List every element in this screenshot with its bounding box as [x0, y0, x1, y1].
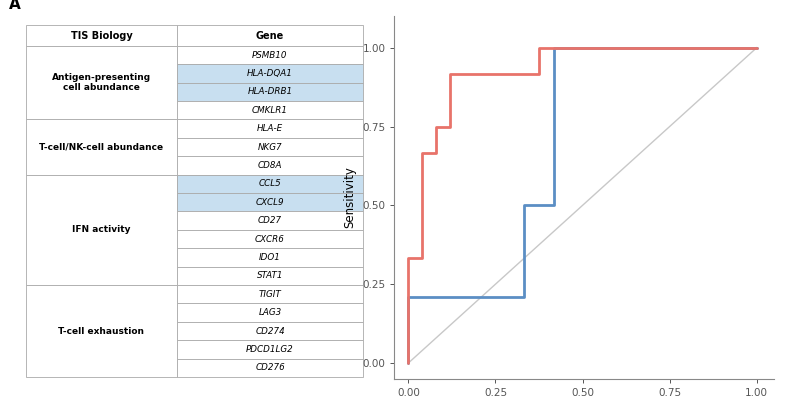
Bar	[176, 101, 363, 119]
Text: IDO1: IDO1	[259, 253, 281, 262]
Bar	[26, 119, 176, 174]
Text: PDCD1LG2: PDCD1LG2	[246, 345, 294, 354]
Bar	[176, 119, 363, 138]
Y-axis label: Sensitivity: Sensitivity	[344, 166, 356, 229]
Text: IFN activity: IFN activity	[72, 225, 130, 234]
Text: HLA-E: HLA-E	[257, 124, 283, 133]
Bar	[176, 83, 363, 101]
Text: CMKLR1: CMKLR1	[252, 106, 288, 115]
Text: TIGIT: TIGIT	[258, 290, 281, 299]
Text: NKG7: NKG7	[258, 143, 282, 152]
Bar	[176, 212, 363, 230]
Text: CD276: CD276	[255, 364, 285, 372]
Text: T-cell exhaustion: T-cell exhaustion	[58, 326, 145, 336]
Bar	[176, 267, 363, 285]
Text: Antigen-presenting
cell abundance: Antigen-presenting cell abundance	[52, 73, 151, 92]
Bar	[176, 193, 363, 212]
Text: HLA-DQA1: HLA-DQA1	[247, 69, 293, 78]
Bar	[26, 25, 176, 46]
Text: B: B	[333, 0, 345, 2]
Bar	[176, 174, 363, 193]
Text: CD8A: CD8A	[258, 161, 282, 170]
Bar	[176, 156, 363, 174]
Text: Gene: Gene	[256, 31, 284, 41]
Text: CD27: CD27	[258, 216, 282, 225]
Bar	[176, 285, 363, 303]
Bar	[176, 64, 363, 83]
Bar	[176, 340, 363, 359]
Bar	[26, 285, 176, 377]
Bar	[26, 46, 176, 119]
Text: T-cell/NK-cell abundance: T-cell/NK-cell abundance	[40, 143, 164, 152]
Text: HLA-DRB1: HLA-DRB1	[247, 87, 292, 96]
Bar	[176, 303, 363, 322]
Text: CD274: CD274	[255, 326, 285, 336]
Text: TIS Biology: TIS Biology	[70, 31, 132, 41]
Text: STAT1: STAT1	[257, 271, 284, 280]
Text: LAG3: LAG3	[258, 308, 281, 317]
Text: CCL5: CCL5	[258, 179, 281, 188]
Bar	[176, 230, 363, 248]
Text: A: A	[9, 0, 21, 12]
Text: CXCL9: CXCL9	[256, 198, 284, 207]
Bar	[176, 322, 363, 340]
Text: CXCR6: CXCR6	[255, 235, 285, 243]
Bar	[176, 25, 363, 46]
Bar	[26, 174, 176, 285]
Text: PSMB10: PSMB10	[252, 50, 288, 60]
Bar	[176, 248, 363, 267]
Bar	[176, 138, 363, 156]
Bar	[176, 359, 363, 377]
Bar	[176, 46, 363, 64]
